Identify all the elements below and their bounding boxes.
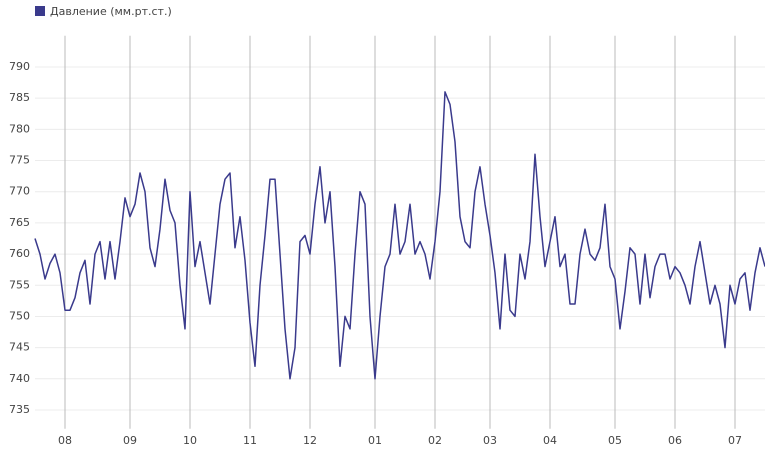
- x-tick-label: 07: [728, 434, 742, 447]
- y-tick-label: 765: [9, 216, 30, 229]
- x-tick-label: 04: [543, 434, 557, 447]
- y-tick-label: 780: [9, 122, 30, 135]
- y-tick-label: 745: [9, 341, 30, 354]
- x-tick-label: 05: [608, 434, 622, 447]
- x-tick-label: 09: [123, 434, 137, 447]
- x-tick-label: 10: [183, 434, 197, 447]
- y-tick-label: 770: [9, 185, 30, 198]
- y-tick-label: 760: [9, 247, 30, 260]
- series-line: [34, 91, 765, 380]
- y-tick-label: 740: [9, 372, 30, 385]
- x-tick-label: 03: [483, 434, 497, 447]
- x-tick-label: 08: [58, 434, 72, 447]
- y-tick-label: 750: [9, 309, 30, 322]
- y-tick-label: 755: [9, 278, 30, 291]
- x-tick-label: 12: [303, 434, 317, 447]
- x-tick-label: 01: [368, 434, 382, 447]
- x-tick-label: 02: [428, 434, 442, 447]
- x-tick-label: 11: [243, 434, 257, 447]
- y-tick-label: 790: [9, 60, 30, 73]
- y-tick-label: 735: [9, 403, 30, 416]
- y-tick-label: 775: [9, 154, 30, 167]
- legend-swatch: [35, 6, 45, 16]
- x-tick-label: 06: [668, 434, 682, 447]
- legend-label: Давление (мм.рт.ст.): [50, 5, 172, 18]
- y-tick-label: 785: [9, 91, 30, 104]
